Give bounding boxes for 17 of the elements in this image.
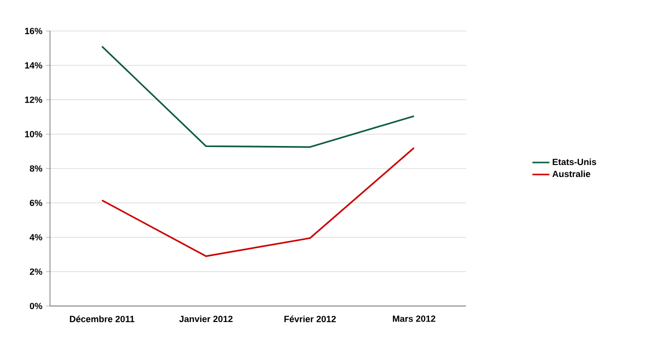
y-tick-label: 0% [30,302,42,310]
line-series [101,147,415,257]
y-tick-label: 2% [30,268,42,275]
y-tick-label: 16% [25,28,42,34]
legend-label: Etats-Unis [552,158,596,166]
y-tick-label: 6% [30,200,42,206]
x-tick-label: Février 2012 [284,316,336,322]
y-tick-label: 14% [25,62,42,69]
line-series [101,46,415,148]
y-tick-label: 10% [25,130,42,138]
y-tick-label: 8% [30,165,42,172]
y-tick-label: 12% [25,96,42,103]
x-tick-label: Décembre 2011 [70,316,134,322]
legend-label: Australie [552,170,590,178]
x-tick-label: Janvier 2012 [179,316,233,322]
x-tick-label: Mars 2012 [392,316,436,322]
y-tick-label: 4% [30,234,42,240]
